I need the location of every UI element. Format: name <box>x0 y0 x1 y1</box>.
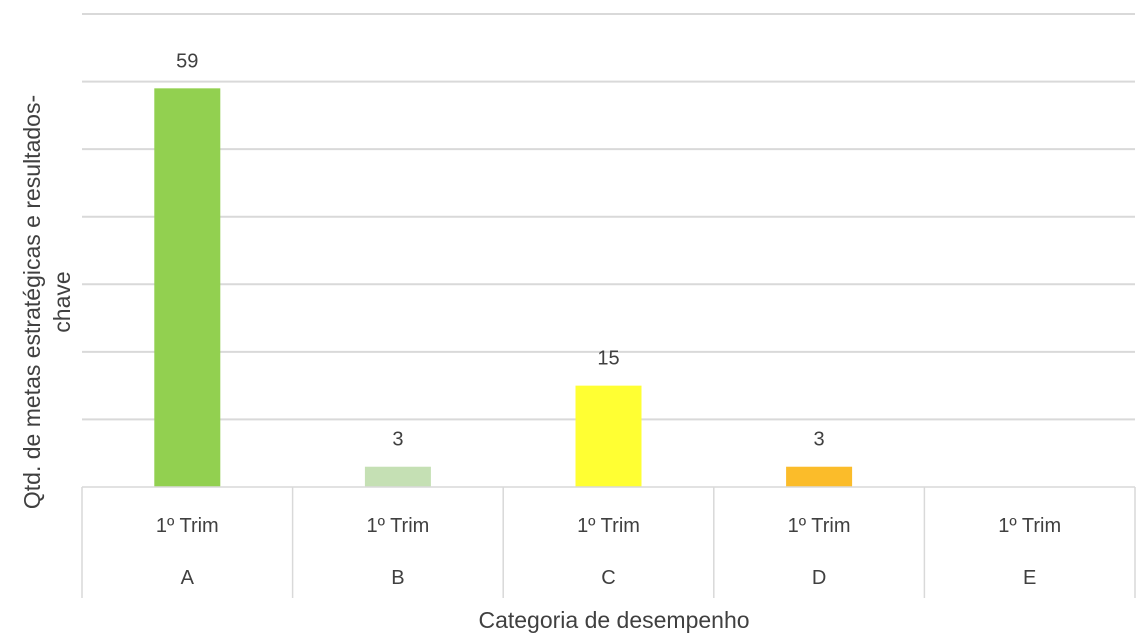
bar-d <box>786 466 853 487</box>
x-axis: 1º Trim A 1º Trim B 1º Trim C 1º Trim D 1º Trim E <box>81 486 1136 598</box>
data-label-c: 15 <box>597 348 619 370</box>
data-label-b: 3 <box>392 429 403 451</box>
tick-label-period: 1º Trim <box>156 515 219 537</box>
data-label-d: 3 <box>814 429 825 451</box>
y-axis-title-line-2: chave <box>49 271 75 332</box>
tick-label-period: 1º Trim <box>577 515 640 537</box>
tick-label-category: D <box>812 567 826 589</box>
bar-a <box>154 88 221 487</box>
x-axis-title: Categoria de desempenho <box>478 607 749 633</box>
data-label-a: 59 <box>176 50 198 72</box>
tick-label-category: A <box>181 567 195 589</box>
y-axis-title-line-1: Qtd. de metas estratégicas e resultados- <box>19 95 45 509</box>
bars <box>154 88 853 487</box>
tick-label-category: E <box>1023 567 1036 589</box>
tick-label-category: B <box>391 567 404 589</box>
bar-b <box>364 466 431 487</box>
gridlines <box>82 13 1135 421</box>
tick-label-category: C <box>601 567 615 589</box>
data-labels: 59 3 15 3 <box>176 50 824 450</box>
tick-label-period: 1º Trim <box>998 515 1061 537</box>
tick-label-period: 1º Trim <box>788 515 851 537</box>
bar-c <box>575 385 642 487</box>
tick-label-period: 1º Trim <box>366 515 429 537</box>
